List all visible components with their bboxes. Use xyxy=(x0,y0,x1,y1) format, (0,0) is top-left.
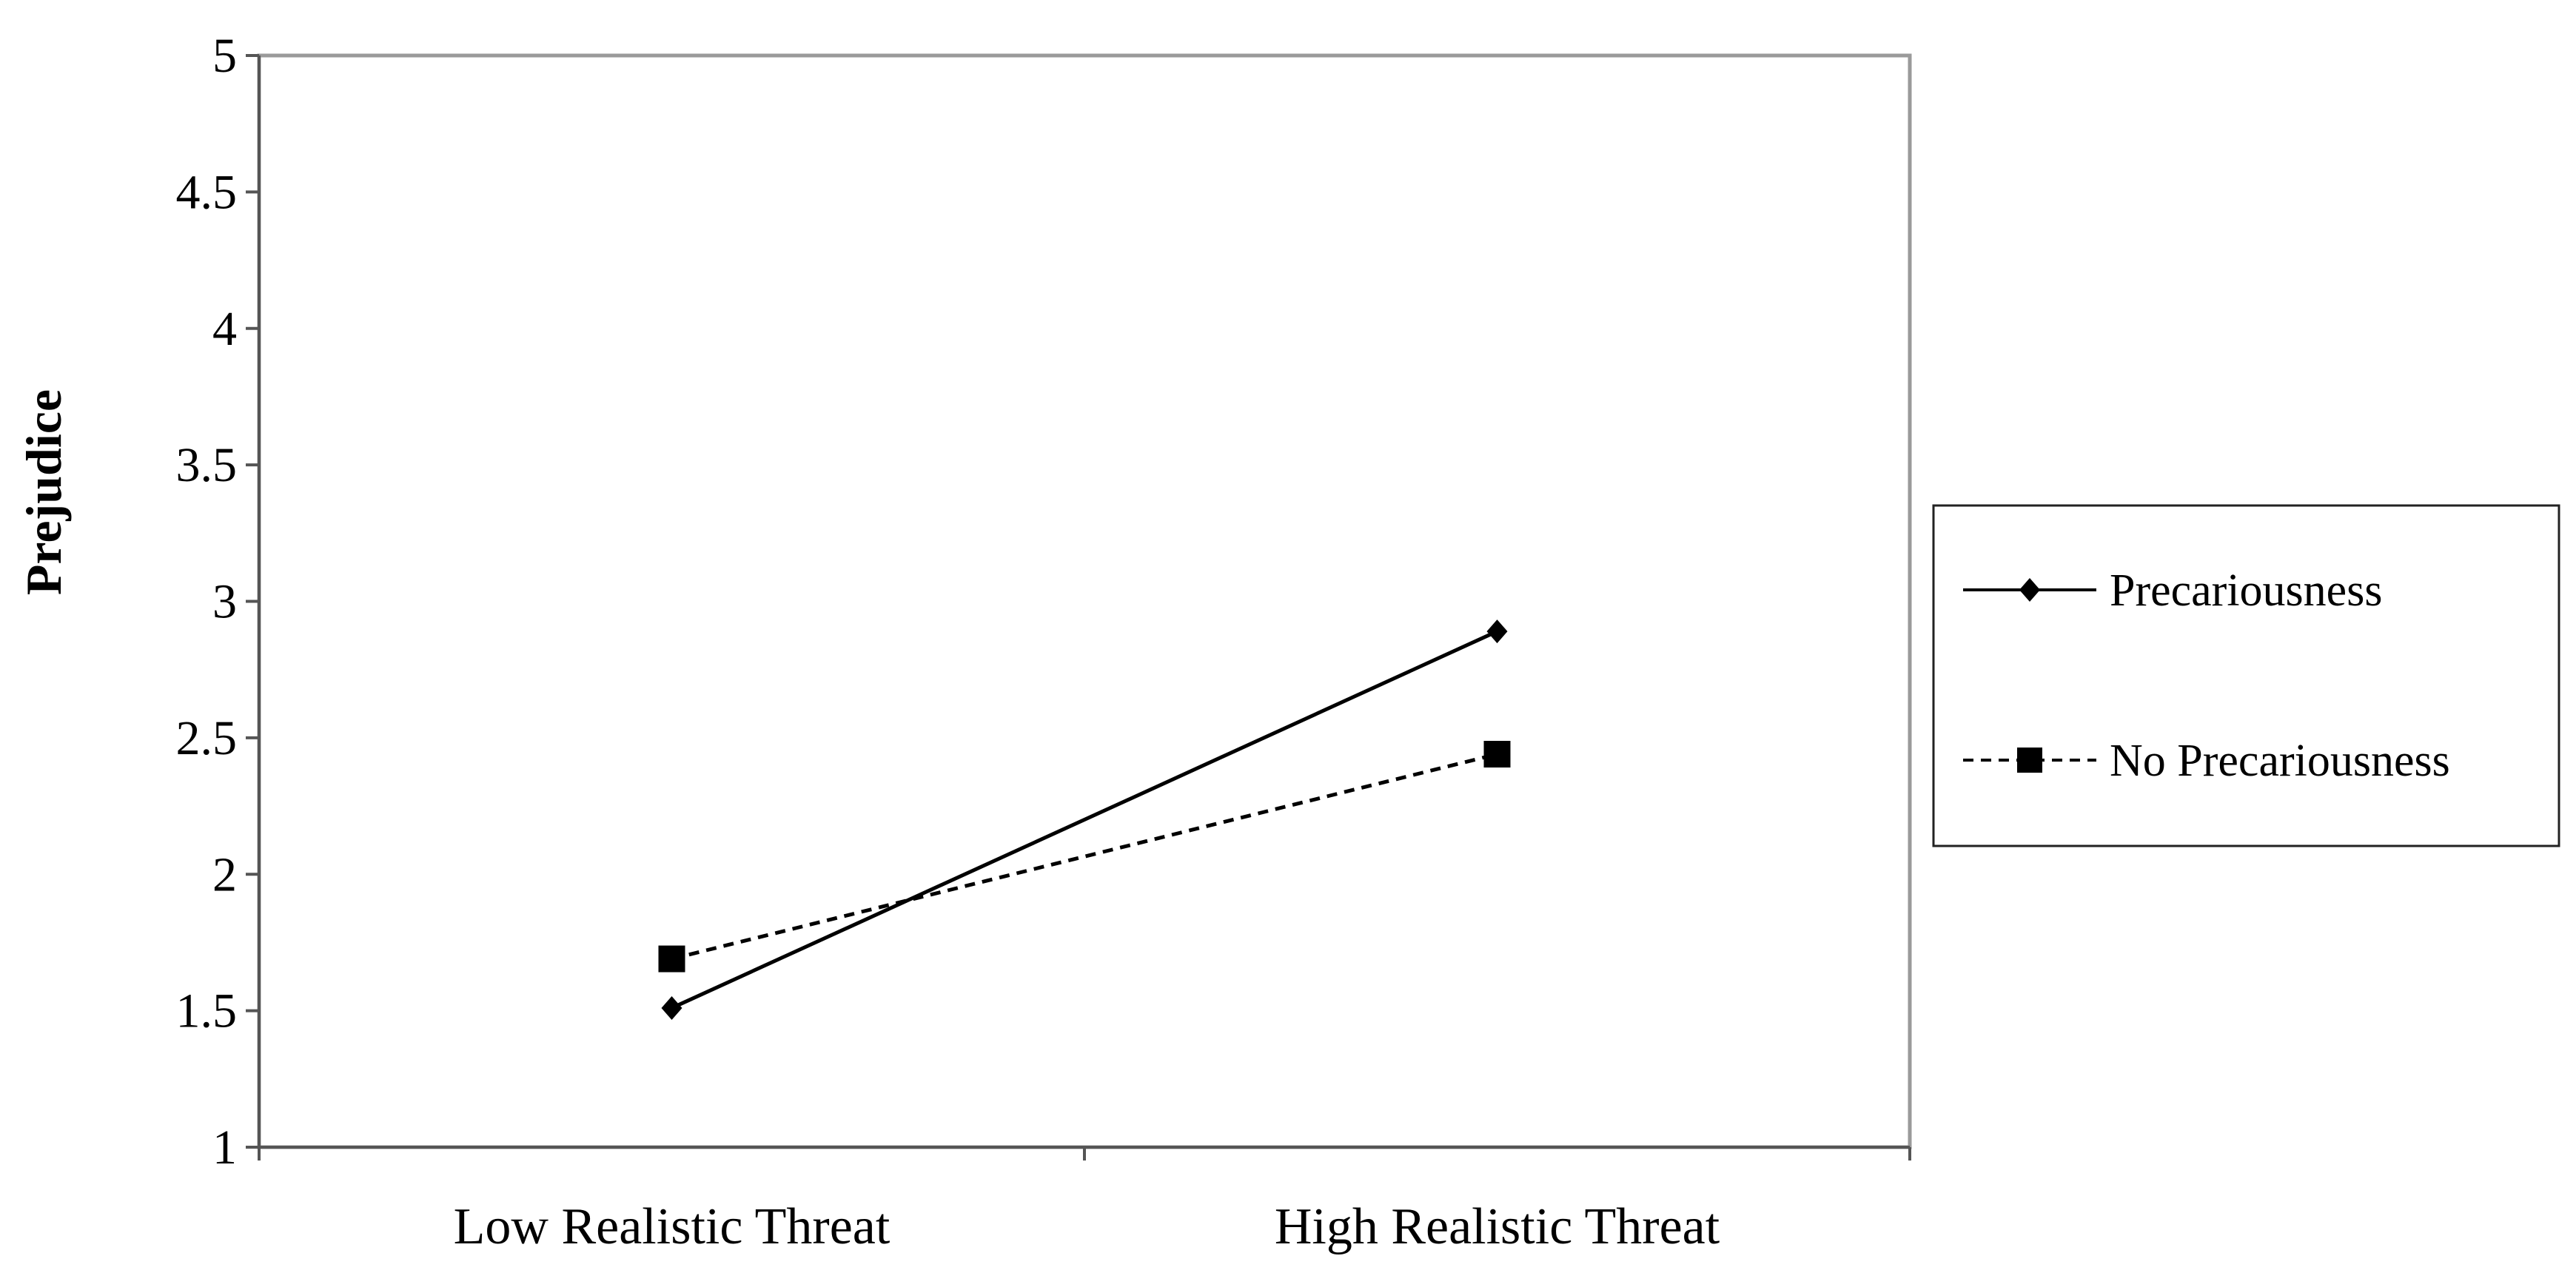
y-tick-label: 3 xyxy=(212,575,237,629)
x-tick-label: Low Realistic Threat xyxy=(454,1198,890,1255)
series-layer xyxy=(658,619,1511,1020)
y-tick-label: 1 xyxy=(212,1121,237,1175)
legend-label-no-precariousness: No Precariousness xyxy=(2110,736,2450,786)
legend-box xyxy=(1932,504,2560,847)
series-line-no-precariousness xyxy=(671,752,1498,961)
legend: Precariousness No Precariousness xyxy=(1932,504,2560,847)
data-point-no-precariousness xyxy=(1483,741,1511,768)
y-tick-label: 2.5 xyxy=(176,711,238,765)
series-line-precariousness xyxy=(671,629,1498,1010)
y-tick-label: 4 xyxy=(212,302,237,356)
y-axis-ticks: 1 1.5 2 2.5 3 3.5 4 4.5 5 xyxy=(176,29,259,1175)
y-axis-label: Prejudice xyxy=(16,389,72,595)
y-tick-label: 2 xyxy=(212,847,237,901)
plot-area xyxy=(257,53,1912,1149)
y-tick-label: 4.5 xyxy=(176,165,238,219)
data-point-precariousness xyxy=(1486,619,1508,644)
legend-marker-precariousness xyxy=(2019,578,2040,602)
y-tick-label: 3.5 xyxy=(176,438,238,492)
x-axis-ticks: Low Realistic Threat High Realistic Threa… xyxy=(258,1147,1911,1255)
y-tick-label: 1.5 xyxy=(176,984,238,1038)
y-tick-label: 5 xyxy=(212,29,237,83)
legend-marker-no-precariousness xyxy=(2017,748,2042,773)
legend-label-precariousness: Precariousness xyxy=(2110,565,2382,616)
data-point-no-precariousness xyxy=(658,945,685,973)
x-tick-label: High Realistic Threat xyxy=(1275,1198,1720,1255)
data-point-precariousness xyxy=(661,995,682,1020)
